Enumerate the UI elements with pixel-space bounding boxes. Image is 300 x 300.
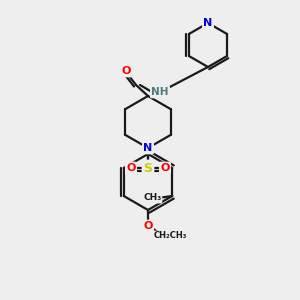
Text: NH: NH [151,87,169,97]
Text: CH₃: CH₃ [143,194,161,202]
Text: O: O [121,66,131,76]
Text: N: N [143,143,153,153]
Text: O: O [160,163,170,173]
Text: S: S [143,161,152,175]
Text: N: N [203,18,213,28]
Text: O: O [143,221,153,231]
Text: CH₂CH₃: CH₂CH₃ [153,232,187,241]
Text: O: O [126,163,136,173]
